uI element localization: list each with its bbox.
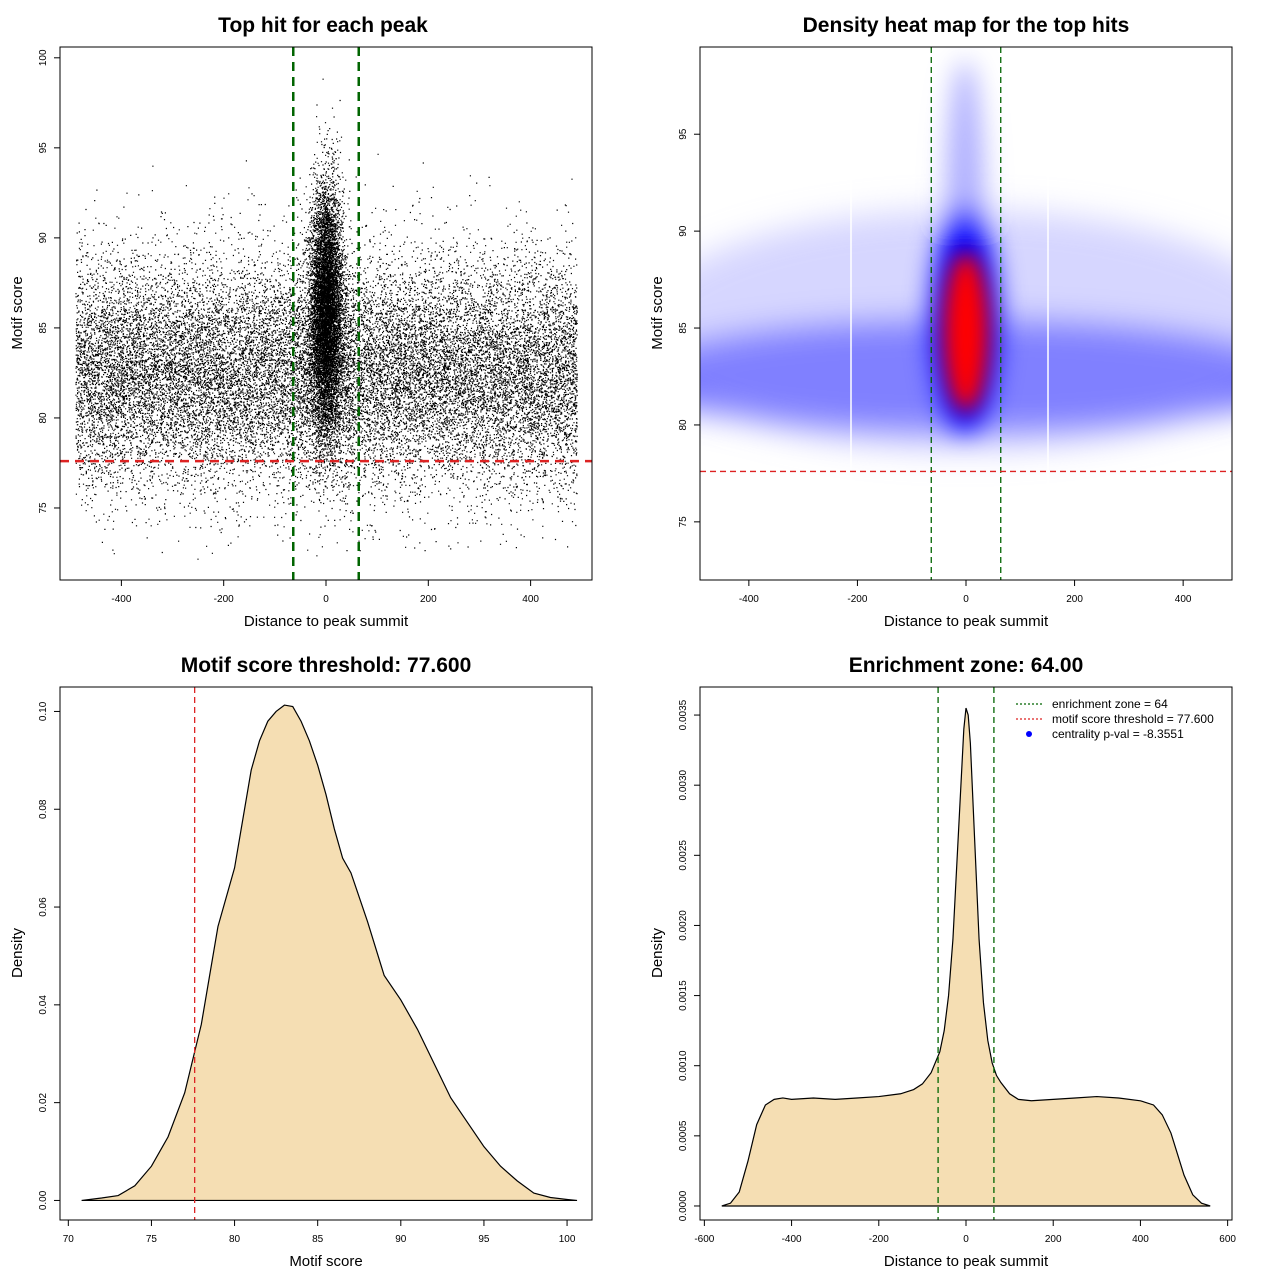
distance-density-y-axis-label: Density (649, 927, 666, 978)
heatmap-y-ticks: 75 80 85 90 95 (678, 128, 700, 527)
scatter-x-axis-label: Distance to peak summit (244, 613, 409, 630)
y-tick-label: 75 (38, 502, 49, 514)
x-tick-label: 0 (323, 594, 329, 605)
x-tick-label: 400 (1175, 594, 1192, 605)
x-tick-label: 95 (478, 1234, 490, 1245)
heatmap-x-ticks: -400 -200 0 200 400 (739, 580, 1192, 605)
x-tick-label: 80 (229, 1234, 241, 1245)
legend-label-motif-score-threshold: motif score threshold = 77.600 (1052, 712, 1214, 726)
y-tick-label: 0.04 (38, 995, 49, 1015)
y-tick-label: 0.00 (38, 1190, 49, 1210)
y-tick-label: 0.0030 (678, 769, 689, 800)
y-tick-label: 80 (38, 412, 49, 424)
y-tick-label: 0.0015 (678, 980, 689, 1011)
x-tick-label: -400 (111, 594, 131, 605)
heatmap-panel: Density heat map for the top hits (649, 14, 1233, 630)
x-tick-label: 400 (1132, 1234, 1149, 1245)
legend-label-centrality-pval: centrality p-val = -8.3551 (1052, 727, 1184, 741)
y-tick-label: 85 (38, 322, 49, 334)
x-tick-label: -200 (847, 594, 867, 605)
x-tick-label: 200 (420, 594, 437, 605)
scatter-x-ticks: -400 -200 0 200 400 (111, 580, 539, 605)
x-tick-label: 600 (1219, 1234, 1236, 1245)
x-tick-label: 0 (963, 1234, 969, 1245)
x-tick-label: -200 (869, 1234, 889, 1245)
x-tick-label: 90 (395, 1234, 407, 1245)
distance-density-x-axis-label: Distance to peak summit (884, 1253, 1049, 1270)
y-tick-label: 90 (38, 232, 49, 244)
x-tick-label: -200 (214, 594, 234, 605)
score-density-curve (81, 704, 578, 1202)
score-density-x-ticks: 70 75 80 85 90 95 100 (63, 1220, 576, 1245)
y-tick-label: 0.10 (38, 701, 49, 721)
legend-label-enrichment-zone: enrichment zone = 64 (1052, 697, 1168, 711)
y-tick-label: 90 (678, 225, 689, 237)
scatter-panel: Top hit for each peak -400 -200 0 200 400 75… (9, 14, 593, 630)
y-tick-label: 95 (38, 142, 49, 154)
y-tick-label: 100 (38, 49, 49, 66)
x-tick-label: -400 (739, 594, 759, 605)
distance-density-y-ticks: 0.0000 0.0005 0.0010 0.0015 0.0020 0.0025 0.00… (678, 699, 700, 1221)
y-tick-label: 85 (678, 322, 689, 334)
distance-density-panel: Enrichment zone: 64.00 -600 -400 -200 0 200 4… (649, 654, 1236, 1270)
score-density-panel: Motif score threshold: 77.600 70 75 80 85 90… (9, 654, 593, 1270)
y-tick-label: 0.0035 (678, 699, 689, 730)
score-density-y-axis-label: Density (9, 927, 26, 978)
heatmap-x-axis-label: Distance to peak summit (884, 613, 1049, 630)
y-tick-label: 0.0020 (678, 910, 689, 941)
x-tick-label: -400 (782, 1234, 802, 1245)
scatter-y-ticks: 75 80 85 90 95 100 (38, 49, 60, 514)
y-tick-label: 80 (678, 419, 689, 431)
heatmap-title: Density heat map for the top hits (803, 14, 1130, 37)
legend-swatch-centrality-pval (1026, 731, 1032, 737)
distance-density-title: Enrichment zone: 64.00 (849, 654, 1084, 677)
x-tick-label: 75 (146, 1234, 158, 1245)
x-tick-label: 0 (963, 594, 969, 605)
y-tick-label: 0.0005 (678, 1120, 689, 1151)
y-tick-label: 0.06 (38, 897, 49, 917)
heatmap-peak (943, 252, 989, 412)
distance-density-x-ticks: -600 -400 -200 0 200 400 600 (694, 1220, 1236, 1245)
distance-density-reference-lines (937, 687, 995, 1220)
score-density-title: Motif score threshold: 77.600 (181, 654, 472, 677)
x-tick-label: 100 (559, 1234, 576, 1245)
score-density-y-ticks: 0.00 0.02 0.04 0.06 0.08 0.10 (38, 701, 60, 1210)
legend: enrichment zone = 64 motif score thresho… (1016, 697, 1214, 741)
x-tick-label: 200 (1066, 594, 1083, 605)
heatmap-density (700, 47, 1232, 580)
distance-density-curve (721, 707, 1211, 1207)
x-tick-label: 85 (312, 1234, 324, 1245)
y-tick-label: 0.0010 (678, 1050, 689, 1081)
score-density-x-axis-label: Motif score (289, 1253, 362, 1270)
y-tick-label: 0.02 (38, 1092, 49, 1112)
scatter-point-cloud (75, 78, 578, 560)
heatmap-reference-lines (700, 47, 1232, 580)
y-tick-label: 0.0000 (678, 1190, 689, 1221)
y-tick-label: 95 (678, 128, 689, 140)
x-tick-label: 200 (1045, 1234, 1062, 1245)
score-density-plot-frame (59, 686, 593, 1221)
heatmap-peak-core (943, 252, 989, 412)
y-tick-label: 0.0025 (678, 840, 689, 871)
y-tick-label: 75 (678, 516, 689, 528)
scatter-reference-lines (60, 47, 592, 580)
scatter-points (75, 78, 578, 560)
heatmap-y-axis-label: Motif score (649, 276, 666, 349)
x-tick-label: -600 (694, 1234, 714, 1245)
scatter-y-axis-label: Motif score (9, 276, 26, 349)
x-tick-label: 70 (63, 1234, 75, 1245)
x-tick-label: 400 (522, 594, 539, 605)
y-tick-label: 0.08 (38, 799, 49, 819)
scatter-title: Top hit for each peak (218, 14, 428, 37)
